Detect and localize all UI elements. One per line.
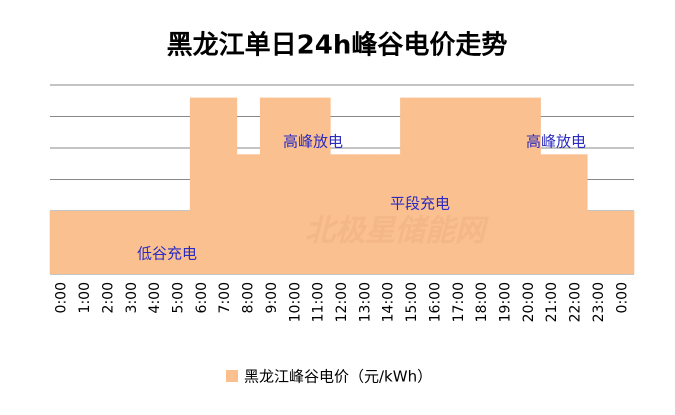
chart-title: 黑龙江单日24h峰谷电价走势 bbox=[167, 31, 508, 61]
legend-swatch bbox=[226, 370, 238, 382]
x-tick-label: 14:00 bbox=[381, 282, 397, 322]
area-step bbox=[96, 211, 121, 274]
x-tick-label: 6:00 bbox=[194, 282, 210, 313]
annotation: 平段充电 bbox=[390, 195, 450, 213]
x-tick-label: 18:00 bbox=[474, 282, 490, 322]
area-step bbox=[610, 211, 635, 274]
x-tick-label: 22:00 bbox=[568, 282, 584, 322]
area-step bbox=[353, 154, 378, 274]
area-step bbox=[400, 97, 425, 274]
area-step bbox=[446, 97, 471, 274]
x-tick-label: 7:00 bbox=[217, 282, 233, 313]
area-step bbox=[283, 97, 308, 274]
area-step bbox=[119, 211, 144, 274]
area-step bbox=[516, 97, 541, 274]
area-step bbox=[540, 154, 565, 274]
x-tick-label: 4:00 bbox=[147, 282, 163, 313]
area-step bbox=[213, 97, 238, 274]
area-step bbox=[189, 97, 214, 274]
x-tick-label: 2:00 bbox=[100, 282, 116, 313]
area-step bbox=[143, 211, 168, 274]
area-step bbox=[166, 211, 191, 274]
x-tick-label: 0:00 bbox=[54, 282, 70, 313]
x-tick-label: 0:00 bbox=[614, 282, 630, 313]
area-step bbox=[49, 211, 74, 274]
x-tick-label: 11:00 bbox=[311, 282, 327, 322]
x-tick-label: 17:00 bbox=[451, 282, 467, 322]
x-tick-label: 5:00 bbox=[170, 282, 186, 313]
area-step bbox=[330, 154, 354, 274]
annotation: 低谷充电 bbox=[137, 245, 197, 263]
watermark: 北极星储能网 bbox=[305, 214, 489, 249]
area-step bbox=[259, 97, 284, 274]
x-tick-label: 19:00 bbox=[498, 282, 514, 322]
area-step bbox=[563, 154, 588, 274]
area-step bbox=[236, 154, 261, 274]
x-tick-label: 10:00 bbox=[287, 282, 303, 322]
x-tick-label: 13:00 bbox=[357, 282, 373, 322]
x-tick-label: 23:00 bbox=[591, 282, 607, 322]
x-tick-label: 16:00 bbox=[427, 282, 443, 322]
area-step bbox=[423, 97, 448, 274]
x-tick-label: 15:00 bbox=[404, 282, 420, 322]
annotation: 高峰放电 bbox=[283, 133, 343, 151]
x-tick-label: 12:00 bbox=[334, 282, 350, 322]
x-tick-label: 3:00 bbox=[124, 282, 140, 313]
annotation: 高峰放电 bbox=[526, 133, 586, 151]
x-tick-label: 1:00 bbox=[77, 282, 93, 313]
x-tick-label: 8:00 bbox=[241, 282, 257, 313]
area-step bbox=[376, 154, 401, 274]
area-step bbox=[470, 97, 495, 274]
area-step bbox=[73, 211, 98, 274]
area-step bbox=[306, 97, 331, 274]
x-tick-label: 9:00 bbox=[264, 282, 280, 313]
x-tick-label: 21:00 bbox=[544, 282, 560, 322]
area-step bbox=[493, 97, 518, 274]
x-tick-label: 20:00 bbox=[521, 282, 537, 322]
area-step bbox=[586, 211, 611, 274]
legend-label: 黑龙江峰谷电价（元/kWh） bbox=[244, 368, 432, 386]
